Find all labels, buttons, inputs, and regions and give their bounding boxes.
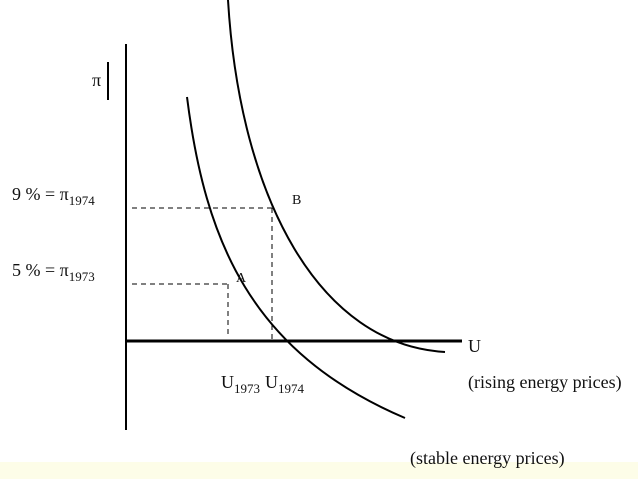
level-label: 9 % = π1974 [12, 184, 95, 208]
x-axis-label: U [468, 336, 481, 356]
u-text: U [221, 372, 234, 392]
point-label: A [236, 271, 247, 286]
footer-strip [0, 462, 638, 479]
u-label: U1973 [221, 372, 260, 396]
u-sub: 1974 [278, 381, 305, 396]
y-axis-label: π [92, 70, 101, 90]
rising-curve [227, 0, 446, 353]
level-sub: 1974 [69, 193, 96, 208]
level-sub: 1973 [69, 269, 95, 284]
point-label: B [292, 193, 301, 208]
level-text: 5 % = π [12, 260, 69, 280]
curve-label: (stable energy prices) [410, 448, 565, 469]
u-text: U [265, 372, 278, 392]
u-label: U1974 [265, 372, 305, 396]
level-label: 5 % = π1973 [12, 260, 95, 284]
curve-label: (rising energy prices) [468, 372, 622, 393]
stable-curve [186, 96, 406, 419]
level-text: 9 % = π [12, 184, 69, 204]
u-sub: 1973 [234, 381, 260, 396]
